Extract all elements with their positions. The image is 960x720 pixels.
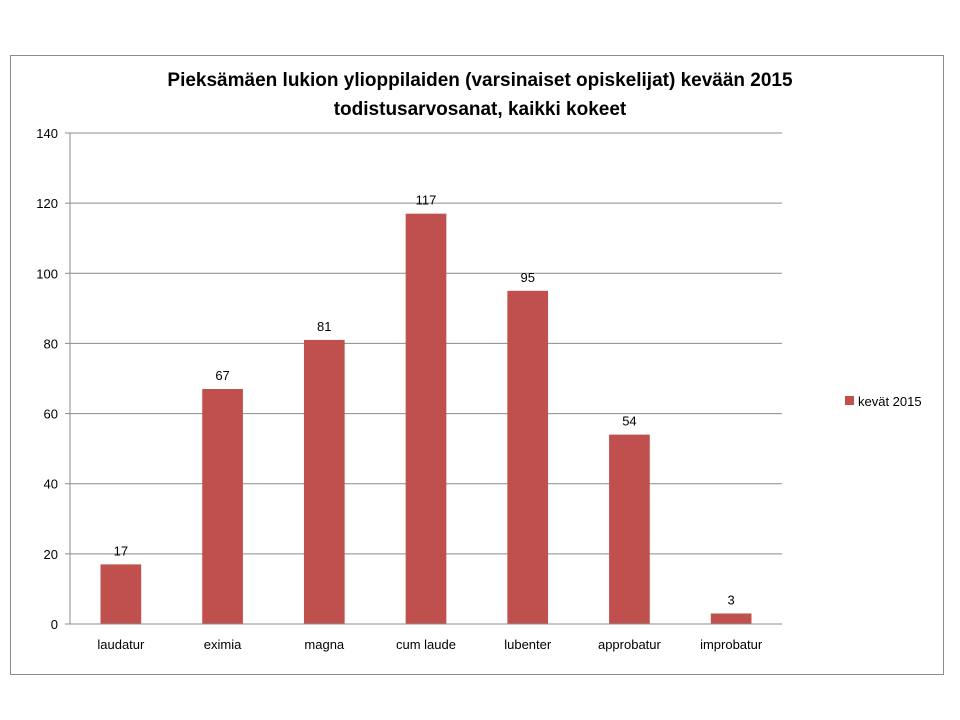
- data-label: 67: [215, 368, 229, 383]
- x-tick-label: cum laude: [396, 637, 456, 652]
- chart-title-line-2: todistusarvosanat, kaikki kokeet: [333, 99, 627, 120]
- bar-approbatur: [609, 434, 650, 624]
- y-tick-label: 0: [51, 617, 58, 632]
- bar-lubenter: [507, 290, 549, 624]
- legend: kevät 2015: [845, 394, 922, 409]
- data-label: 81: [317, 319, 331, 334]
- x-tick-label: laudatur: [97, 637, 145, 652]
- y-tick-label: 120: [36, 196, 58, 211]
- data-label: 17: [114, 543, 128, 558]
- data-label: 54: [622, 414, 636, 429]
- y-tick-label: 100: [36, 266, 58, 281]
- bar-laudatur: [100, 564, 142, 624]
- bars: 17 67 81 117 95 54 3: [100, 193, 752, 624]
- bar-cum-laude: [405, 213, 447, 624]
- bar-eximia: [202, 389, 243, 624]
- bar-improbatur: [710, 613, 752, 624]
- x-axis: laudatur eximia magna cum laude lubenter appr…: [70, 623, 782, 652]
- chart-title: Pieksämäen lukion ylioppilaiden (varsina…: [0, 66, 960, 124]
- y-tick-label: 80: [44, 336, 58, 351]
- bar-magna: [303, 339, 345, 624]
- y-tick-label: 60: [44, 407, 58, 422]
- x-tick-label: improbatur: [700, 637, 763, 652]
- data-label: 117: [416, 193, 437, 208]
- x-tick-label: approbatur: [598, 637, 662, 652]
- y-tick-label: 40: [44, 477, 58, 492]
- x-tick-label: magna: [304, 637, 345, 652]
- y-tick-label: 140: [36, 126, 58, 141]
- data-label: 3: [728, 592, 735, 607]
- chart-frame: [10, 55, 944, 675]
- data-label: 95: [520, 270, 534, 285]
- x-tick-label: eximia: [204, 637, 242, 652]
- y-tick-label: 20: [44, 547, 58, 562]
- y-axis: 0 20 40 60 80 100 120 140: [36, 126, 71, 632]
- legend-label: kevät 2015: [858, 394, 922, 409]
- chart-title-line-1: Pieksämäen lukion ylioppilaiden (varsina…: [167, 70, 793, 91]
- x-tick-label: lubenter: [504, 637, 552, 652]
- legend-swatch: [845, 396, 854, 405]
